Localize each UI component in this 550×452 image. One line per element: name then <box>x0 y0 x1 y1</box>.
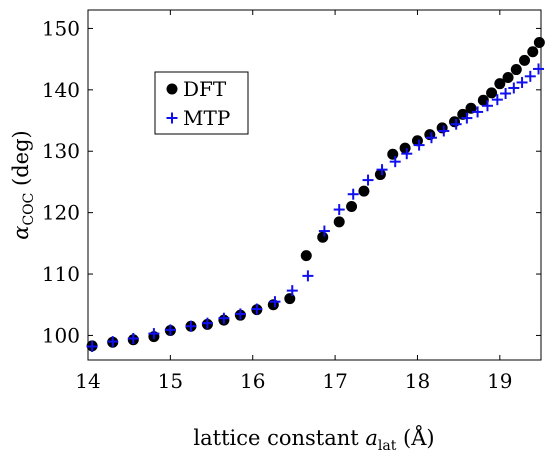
mtp-point <box>148 328 160 340</box>
y-axis-title: αCOC (deg) <box>9 130 37 239</box>
dft-point <box>519 54 531 66</box>
mtp-point <box>164 324 176 336</box>
y-tick-label: 130 <box>42 139 80 163</box>
mtp-point <box>286 285 298 297</box>
x-tick-label: 16 <box>240 369 265 393</box>
x-tick-label: 17 <box>322 369 347 393</box>
dft-point <box>387 148 399 160</box>
mtp-point <box>234 308 246 320</box>
dft-point <box>374 169 386 181</box>
dft-point <box>333 216 345 228</box>
legend-dft-label: DFT <box>183 77 227 101</box>
dft-point <box>300 250 312 262</box>
mtp-point <box>185 320 197 332</box>
dft-point <box>399 142 411 154</box>
y-tick-label: 110 <box>42 262 80 286</box>
dft-point <box>449 116 461 128</box>
y-tick-label: 150 <box>42 16 80 40</box>
plot-frame <box>87 9 542 361</box>
mtp-point <box>533 63 545 75</box>
dft-point <box>527 46 539 58</box>
legend-dft-marker <box>166 83 178 95</box>
x-tick-label: 18 <box>405 369 430 393</box>
dft-point <box>346 200 358 212</box>
legend-box <box>154 71 249 135</box>
x-axis-title: lattice constant alat (Å) <box>193 425 434 452</box>
mtp-point <box>302 270 314 282</box>
mtp-point <box>201 317 213 329</box>
mtp-point <box>413 139 425 151</box>
mtp-point <box>450 118 462 130</box>
mtp-point <box>347 188 359 200</box>
mtp-point <box>362 174 374 186</box>
x-tick-label: 14 <box>75 369 100 393</box>
mtp-point <box>500 88 512 100</box>
legend: DFT MTP <box>154 71 249 135</box>
dft-point <box>494 78 506 90</box>
mtp-point <box>269 296 281 308</box>
legend-mtp-plus <box>166 112 178 124</box>
mtp-point <box>491 94 503 106</box>
y-tick-label: 120 <box>42 201 80 225</box>
mtp-point <box>86 340 98 352</box>
mtp-point <box>333 204 345 216</box>
legend-mtp-label: MTP <box>183 106 230 130</box>
mtp-point <box>516 76 528 88</box>
y-axis: 100 110 120 130 140 150 <box>42 16 541 347</box>
mtp-point <box>438 125 450 137</box>
dft-point <box>533 37 545 49</box>
x-tick-label: 15 <box>158 369 183 393</box>
mtp-point <box>251 303 263 315</box>
mtp-point <box>127 333 139 345</box>
mtp-point <box>481 100 493 112</box>
mtp-point <box>461 112 473 124</box>
dft-point <box>358 185 370 197</box>
mtp-point <box>425 132 437 144</box>
mtp-point <box>524 70 536 82</box>
dft-point <box>502 72 514 84</box>
mtp-point <box>318 225 330 237</box>
x-tick-label: 19 <box>487 369 512 393</box>
dft-point <box>477 94 489 106</box>
mtp-point <box>401 148 413 160</box>
dft-point <box>486 87 498 99</box>
dft-point <box>317 231 329 243</box>
mtp-point <box>107 336 119 348</box>
mtp-point <box>508 82 520 94</box>
mtp-point <box>218 312 230 324</box>
dft-point <box>510 64 522 76</box>
mtp-point <box>389 156 401 168</box>
y-tick-label: 100 <box>42 323 80 347</box>
mtp-point <box>376 164 388 176</box>
dft-point <box>411 135 423 147</box>
mtp-point <box>472 106 484 118</box>
x-axis: 14 15 16 17 18 19 <box>75 10 513 393</box>
dft-point <box>284 293 296 305</box>
legend-mtp-marker <box>166 112 178 124</box>
y-tick-label: 140 <box>42 78 80 102</box>
series-mtp <box>86 63 545 352</box>
